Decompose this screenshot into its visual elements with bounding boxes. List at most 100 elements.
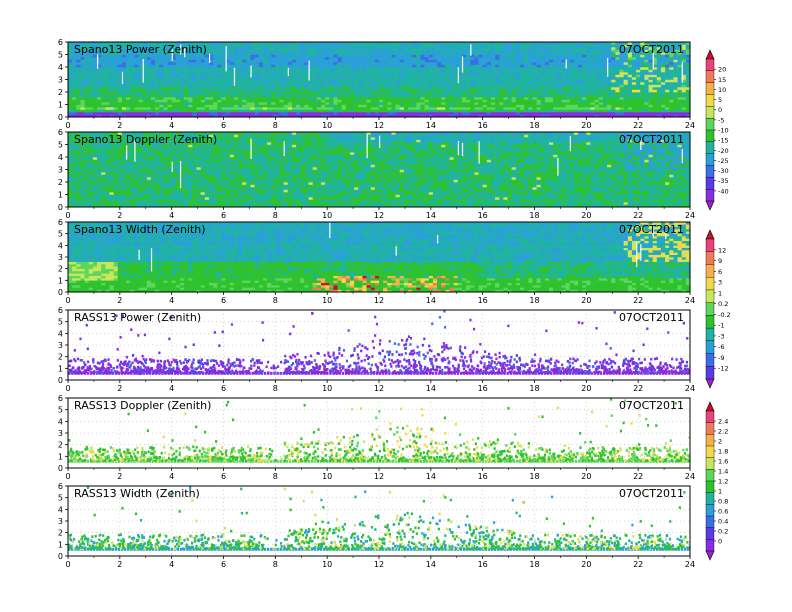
heatmap-cell — [200, 47, 206, 50]
heatmap-cell — [130, 84, 135, 88]
heatmap-cell — [308, 49, 313, 53]
y-tick-label: 5 — [58, 51, 63, 60]
heatmap-cell — [437, 102, 442, 105]
heatmap-cell — [519, 87, 525, 90]
heatmap-cell — [532, 87, 537, 90]
heatmap-cell — [312, 42, 318, 45]
heatmap-cell — [146, 94, 152, 98]
heatmap-cell — [105, 64, 110, 68]
heatmap-cell — [109, 152, 114, 155]
heatmap-cell — [399, 79, 405, 83]
heatmap-cell — [669, 109, 674, 113]
heatmap-cell — [155, 54, 160, 58]
heatmap-cell — [163, 92, 168, 95]
heatmap-cell — [445, 77, 450, 80]
heatmap-cell — [267, 102, 272, 105]
heatmap-cell — [325, 82, 330, 85]
heatmap-cell — [155, 69, 160, 73]
heatmap-cell — [685, 57, 690, 60]
heatmap-cell — [366, 77, 372, 80]
heatmap-cell — [466, 94, 471, 98]
heatmap-cell — [474, 47, 479, 50]
heatmap-cell — [590, 59, 595, 63]
heatmap-cell — [146, 107, 152, 110]
heatmap-cell — [449, 84, 454, 88]
heatmap-cell — [217, 102, 222, 105]
heatmap-cell — [383, 104, 388, 108]
heatmap-cell — [113, 147, 119, 150]
heatmap-cell — [171, 99, 177, 103]
heatmap-cell — [470, 87, 475, 90]
heatmap-cell — [267, 109, 272, 113]
heatmap-cell — [312, 112, 318, 115]
heatmap-cell — [97, 179, 102, 183]
heatmap-cell — [640, 42, 645, 45]
heatmap-cell — [358, 54, 363, 58]
heatmap-cell — [395, 64, 401, 68]
heatmap-cell — [466, 84, 471, 88]
heatmap-cell — [478, 104, 483, 108]
heatmap-cell — [258, 99, 264, 103]
heatmap-cell — [92, 109, 98, 113]
heatmap-cell — [142, 79, 148, 83]
heatmap-cell — [121, 44, 127, 48]
heatmap-cell — [395, 72, 401, 75]
heatmap-cell — [279, 62, 284, 65]
heatmap-cell — [117, 49, 123, 53]
data-gap — [457, 67, 459, 84]
heatmap-cell — [221, 64, 226, 68]
data-gap — [179, 44, 182, 55]
heatmap-cell — [652, 57, 658, 60]
heatmap-cell — [150, 112, 156, 115]
heatmap-cell — [565, 59, 571, 63]
heatmap-cell — [602, 42, 608, 45]
heatmap-cell — [300, 99, 305, 103]
heatmap-cell — [524, 62, 529, 65]
heatmap-cell — [482, 62, 488, 65]
heatmap-cell — [685, 97, 690, 100]
heatmap-cell — [619, 109, 624, 113]
heatmap-cell — [109, 137, 114, 140]
heatmap-cell — [515, 62, 521, 65]
heatmap-cell — [673, 42, 678, 45]
heatmap-cell — [412, 64, 417, 68]
heatmap-cell — [490, 67, 496, 70]
heatmap-cell — [101, 57, 106, 60]
heatmap-cell — [88, 87, 94, 90]
heatmap-cell — [167, 87, 172, 90]
heatmap-cell — [242, 59, 247, 63]
heatmap-cell — [536, 99, 542, 103]
heatmap-cell — [72, 144, 77, 148]
heatmap-cell — [561, 74, 566, 78]
heatmap-cell — [573, 72, 579, 75]
heatmap-cell — [561, 82, 566, 85]
heatmap-cell — [150, 89, 156, 93]
heatmap-cell — [362, 52, 367, 55]
heatmap-cell — [607, 109, 612, 113]
heatmap-cell — [291, 52, 297, 55]
heatmap-cell — [486, 74, 492, 78]
heatmap-cell — [511, 104, 517, 108]
heatmap-cell — [449, 94, 454, 98]
heatmap-cell — [424, 97, 430, 100]
heatmap-cell — [76, 162, 81, 165]
heatmap-cell — [113, 89, 119, 93]
heatmap-cell — [379, 57, 384, 60]
heatmap-cell — [478, 57, 483, 60]
heatmap-cell — [117, 104, 123, 108]
heatmap-cell — [101, 99, 106, 103]
heatmap-cell — [283, 84, 289, 88]
heatmap-cell — [387, 72, 392, 75]
heatmap-cell — [449, 49, 454, 53]
heatmap-cell — [184, 87, 189, 90]
heatmap-cell — [200, 92, 206, 95]
heatmap-cell — [424, 114, 430, 117]
heatmap-cell — [362, 102, 367, 105]
heatmap-cell — [138, 44, 143, 48]
heatmap-cell — [287, 74, 293, 78]
heatmap-cell — [72, 159, 77, 163]
heatmap-cell — [238, 107, 243, 110]
heatmap-cell — [665, 89, 670, 93]
heatmap-cell — [644, 114, 649, 117]
heatmap-cell — [254, 79, 260, 83]
